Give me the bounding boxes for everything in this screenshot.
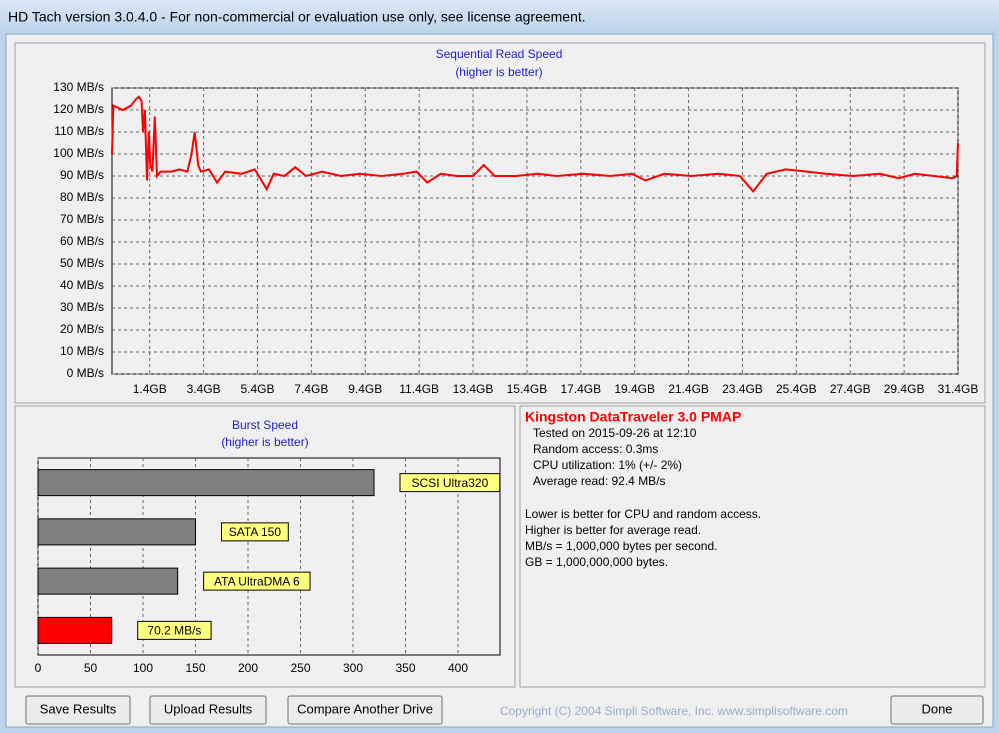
button[interactable]: Compare Another Drive — [287, 695, 443, 725]
y-tick-label: 0 MB/s — [67, 366, 104, 380]
x-tick-label: 200 — [238, 661, 258, 675]
x-tick-label: 15.4GB — [507, 382, 548, 396]
x-tick-label: 7.4GB — [294, 382, 328, 396]
y-tick-label: 100 MB/s — [53, 146, 104, 160]
x-tick-label: 50 — [84, 661, 98, 675]
info-detail: Tested on 2015-09-26 at 12:10 — [533, 426, 697, 440]
plot-area — [111, 87, 959, 375]
button-label[interactable]: Upload Results — [164, 701, 253, 716]
x-tick-label: 31.4GB — [938, 382, 979, 396]
label-box — [399, 473, 501, 493]
info-detail: CPU utilization: 1% (+/- 2%) — [533, 458, 682, 472]
x-tick-label: 23.4GB — [722, 382, 763, 396]
y-tick-label: 10 MB/s — [60, 344, 104, 358]
info-note: MB/s = 1,000,000 bytes per second. — [525, 539, 717, 553]
x-tick-label: 17.4GB — [560, 382, 601, 396]
x-tick-label: 300 — [343, 661, 363, 675]
button-label[interactable]: Done — [921, 701, 952, 716]
label-box — [203, 571, 311, 591]
x-tick-label: 150 — [185, 661, 205, 675]
y-tick-label: 90 MB/s — [60, 168, 104, 182]
y-tick-label: 20 MB/s — [60, 322, 104, 336]
window-title: HD Tach version 3.0.4.0 - For non-commer… — [8, 9, 586, 25]
x-tick-label: 3.4GB — [187, 382, 221, 396]
x-tick-label: 5.4GB — [240, 382, 274, 396]
y-tick-label: 80 MB/s — [60, 190, 104, 204]
x-tick-label: 1.4GB — [133, 382, 167, 396]
value-label: 70.2 MB/s — [147, 624, 201, 638]
y-tick-label: 30 MB/s — [60, 300, 104, 314]
info-note: Higher is better for average read. — [525, 523, 701, 537]
title-bar — [0, 0, 999, 34]
x-tick-label: 25.4GB — [776, 382, 817, 396]
x-tick-label: 100 — [133, 661, 153, 675]
y-tick-label: 60 MB/s — [60, 234, 104, 248]
button-label[interactable]: Compare Another Drive — [297, 701, 433, 716]
y-tick-label: 120 MB/s — [53, 102, 104, 116]
bar — [37, 469, 375, 497]
x-tick-label: 250 — [290, 661, 310, 675]
y-tick-label: 50 MB/s — [60, 256, 104, 270]
y-tick-label: 40 MB/s — [60, 278, 104, 292]
info-note: Lower is better for CPU and random acces… — [525, 507, 761, 521]
category-label: ATA UltraDMA 6 — [214, 574, 300, 588]
x-tick-label: 350 — [395, 661, 415, 675]
x-tick-label: 11.4GB — [399, 382, 439, 396]
chart-subtitle: (higher is better) — [221, 435, 308, 449]
y-tick-label: 70 MB/s — [60, 212, 104, 226]
x-tick-label: 19.4GB — [614, 382, 655, 396]
button-frame[interactable] — [287, 695, 443, 725]
info-detail: Random access: 0.3ms — [533, 442, 658, 456]
x-tick-label: 21.4GB — [668, 382, 709, 396]
copyright: Copyright (C) 2004 Simpli Software, Inc.… — [500, 704, 848, 718]
bar — [37, 616, 113, 644]
x-tick-label: 9.4GB — [348, 382, 382, 396]
chart-title: Burst Speed — [232, 418, 298, 432]
chart-title: Sequential Read Speed — [436, 47, 563, 61]
button-frame[interactable] — [149, 695, 267, 725]
button-label[interactable]: Save Results — [40, 701, 117, 716]
info-text: Tested on 2015-09-26 at 12:10 Random acce… — [525, 426, 761, 569]
read-line — [111, 95, 959, 193]
x-tick-label: 27.4GB — [830, 382, 871, 396]
x-tick-label: 13.4GB — [453, 382, 494, 396]
x-tick-label: 29.4GB — [884, 382, 925, 396]
button-frame[interactable] — [890, 695, 984, 725]
info-detail: Average read: 92.4 MB/s — [533, 474, 666, 488]
x-tick-label: 0 — [35, 661, 42, 675]
category-label: SATA 150 — [229, 525, 282, 539]
button[interactable]: Done — [890, 695, 984, 725]
label-box — [137, 620, 212, 640]
bar — [37, 567, 179, 595]
drive-name: Kingston DataTraveler 3.0 PMAP — [525, 409, 741, 425]
bar — [37, 518, 196, 546]
y-tick-label: 110 MB/s — [54, 124, 104, 138]
y-tick-label: 130 MB/s — [53, 80, 104, 94]
chart-subtitle: (higher is better) — [455, 65, 542, 79]
button[interactable]: Upload Results — [149, 695, 267, 725]
button[interactable]: Save Results — [25, 695, 131, 725]
x-tick-label: 400 — [448, 661, 468, 675]
info-panel — [519, 405, 986, 688]
button-frame[interactable] — [25, 695, 131, 725]
category-label: SCSI Ultra320 — [412, 476, 489, 490]
label-box — [221, 522, 289, 542]
info-note: GB = 1,000,000,000 bytes. — [525, 555, 668, 569]
